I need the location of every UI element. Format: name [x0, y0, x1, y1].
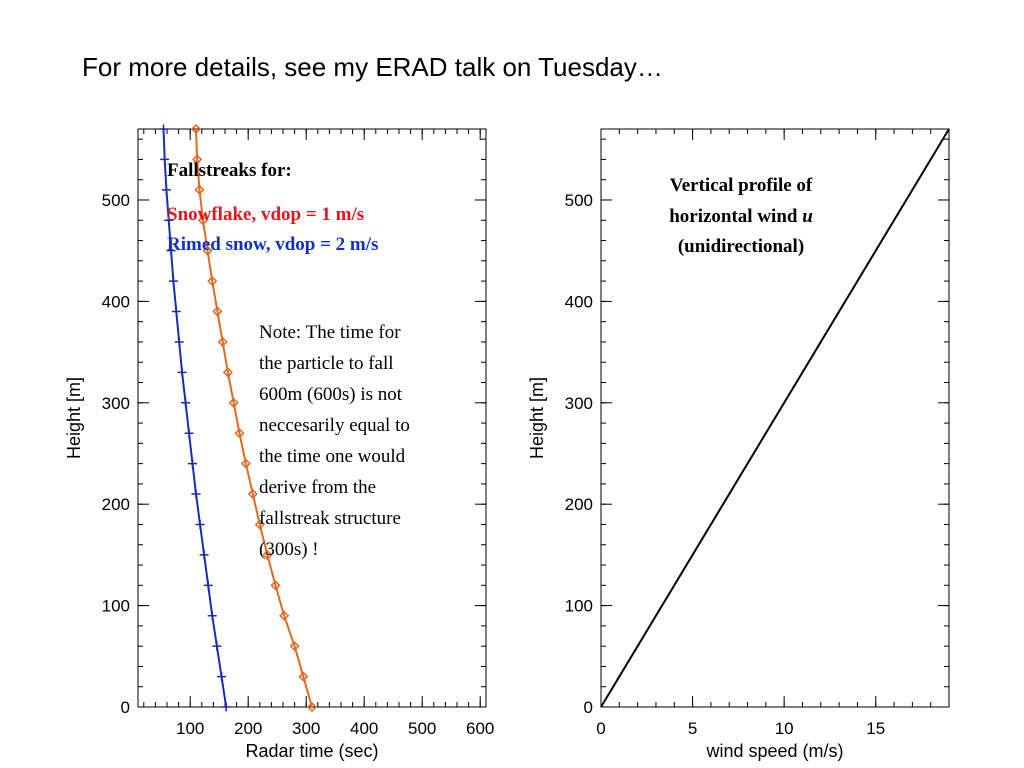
x-tick-label: 0 [596, 719, 605, 738]
y-tick-label: 500 [565, 191, 593, 210]
data-point-plus [212, 641, 222, 651]
note-line: derive from the [259, 477, 376, 498]
data-point-diamond [202, 245, 213, 256]
note-line: fallstreak structure [259, 508, 401, 529]
chart-title-variable-u: u [802, 206, 813, 227]
chart-title-line-1: Vertical profile of [670, 175, 813, 196]
note-line: the time one would [259, 446, 406, 467]
x-tick-label: 10 [775, 719, 794, 738]
data-point-diamond [298, 671, 309, 682]
x-axis-label: wind speed (m/s) [705, 741, 843, 761]
data-point-diamond [254, 519, 265, 530]
y-tick-label: 200 [565, 495, 593, 514]
data-point-plus [217, 672, 227, 682]
data-point-plus [177, 367, 187, 377]
y-tick-label: 300 [565, 394, 593, 413]
note-line: 600m (600s) is not [259, 384, 403, 405]
data-point-diamond [217, 336, 228, 348]
data-point-diamond [222, 367, 233, 378]
y-tick-label: 0 [121, 698, 130, 717]
data-point-plus [184, 428, 194, 438]
series-line-0 [195, 128, 313, 708]
x-axis-label: Radar time (sec) [245, 741, 378, 761]
y-tick-label: 400 [565, 292, 593, 311]
x-tick-label: 200 [234, 719, 262, 738]
data-point-plus [181, 398, 191, 408]
note-line: the particle to fall [259, 353, 394, 374]
data-point-plus [207, 611, 217, 621]
plot-frame [600, 128, 950, 708]
y-tick-label: 100 [102, 597, 130, 616]
x-tick-label: 100 [176, 719, 204, 738]
note-line: neccesarily equal to [259, 415, 410, 436]
data-point-plus [161, 185, 171, 195]
fallstreak-chart: 100 200 300 400 500 600 0 100 200 300 400 500 Radar … [64, 123, 494, 761]
chart-title-line-3: (unidirectional) [678, 236, 804, 257]
data-point-diamond [270, 580, 281, 591]
data-point-plus [199, 550, 209, 560]
data-point-diamond [234, 428, 245, 439]
y-tick-label: 500 [102, 191, 130, 210]
x-tick-label: 600 [466, 719, 494, 738]
data-point-plus [203, 580, 213, 590]
y-tick-label: 200 [102, 495, 130, 514]
data-point-plus [160, 154, 170, 164]
y-tick-label: 0 [584, 698, 593, 717]
y-tick-label: 400 [102, 292, 130, 311]
chart-title-line-2: horizontal wind u [669, 206, 813, 227]
y-tick-label: 100 [565, 597, 593, 616]
data-point-plus [221, 702, 231, 712]
y-axis-label: Height [m] [527, 377, 547, 459]
x-tick-label: 5 [688, 719, 697, 738]
data-point-plus [166, 246, 176, 256]
slide-title: For more details, see my ERAD talk on Tu… [82, 52, 663, 82]
data-point-diamond [262, 549, 273, 560]
data-point-plus [171, 307, 181, 317]
chart-title-line-2-text: horizontal wind [669, 206, 802, 227]
x-tick-label: 300 [292, 719, 320, 738]
data-point-diamond [194, 184, 205, 195]
data-point-plus [164, 215, 174, 225]
data-point-plus [191, 489, 201, 499]
data-point-diamond [190, 123, 202, 135]
data-point-diamond [197, 215, 209, 226]
y-tick-label: 300 [102, 394, 130, 413]
data-point-diamond [240, 458, 251, 469]
data-point-plus [168, 276, 178, 286]
x-tick-label: 15 [866, 719, 885, 738]
legend-heading: Fallstreaks for: [167, 160, 292, 181]
x-tick-label: 400 [350, 719, 378, 738]
data-point-plus [188, 459, 198, 469]
y-axis-label: Height [m] [64, 377, 84, 459]
data-point-diamond [247, 488, 258, 500]
legend-rimed-snow: Rimed snow, vdop = 2 m/s [167, 234, 378, 255]
wind-profile-chart: 0 5 10 15 0 100 200 300 400 500 wind speed (m/s) He… [527, 128, 950, 761]
data-point-diamond [279, 610, 290, 621]
data-point-plus [195, 519, 205, 529]
data-point-plus [159, 124, 169, 134]
data-point-diamond [192, 154, 203, 165]
data-point-diamond [289, 641, 300, 652]
data-point-diamond [212, 306, 223, 317]
data-point-diamond [228, 397, 239, 408]
series-line-1 [162, 128, 228, 708]
data-point-plus [174, 337, 184, 347]
note-line: (300s) ! [259, 539, 319, 560]
data-point-diamond [207, 276, 218, 287]
x-tick-label: 500 [408, 719, 436, 738]
legend-snowflake: Snowflake, vdop = 1 m/s [167, 204, 364, 225]
note-line: Note: The time for [259, 322, 401, 343]
data-point-diamond [306, 701, 318, 713]
wind-profile-line [600, 128, 950, 708]
